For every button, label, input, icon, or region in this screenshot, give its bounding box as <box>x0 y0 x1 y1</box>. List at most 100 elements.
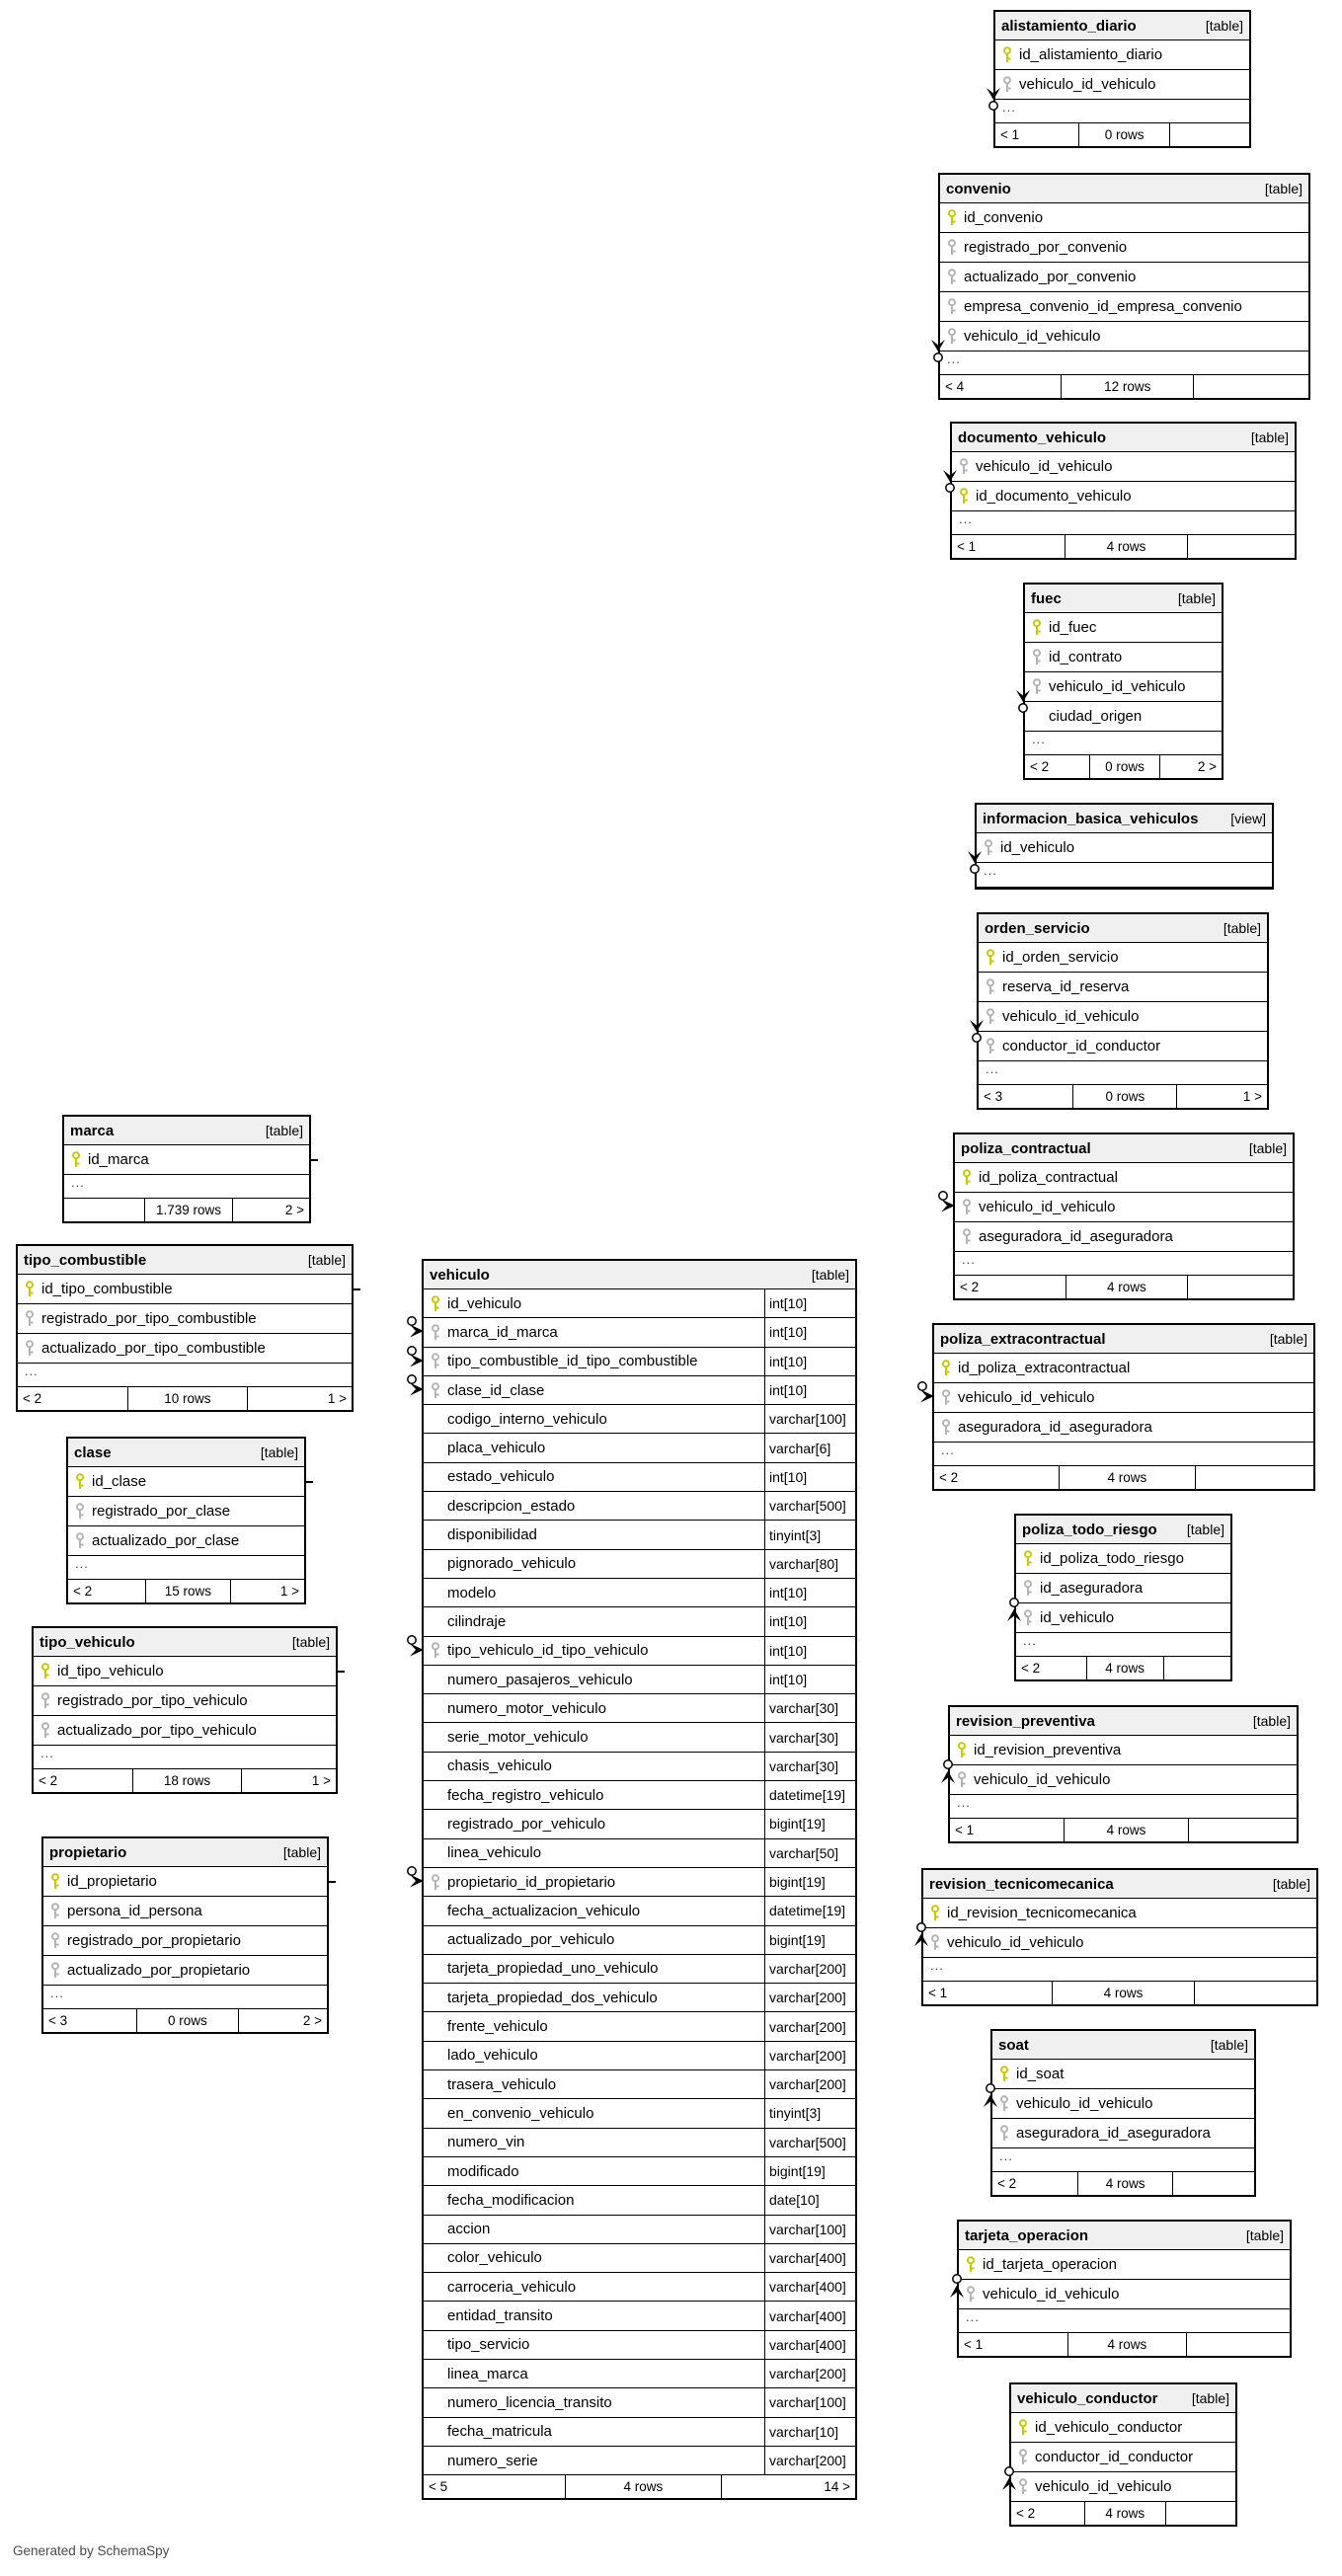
table-header[interactable]: marca [table] <box>64 1117 309 1145</box>
table-title[interactable]: tipo_combustible <box>24 1251 147 1269</box>
table-kind-badge: [table] <box>291 1634 330 1650</box>
table-header[interactable]: poliza_extracontractual [table] <box>934 1325 1313 1354</box>
table-kind-badge: [table] <box>1186 1522 1224 1537</box>
entity-revision_tecnicomecanica[interactable]: revision_tecnicomecanica [table] id_revisi… <box>914 1868 1318 2006</box>
entity-tarjeta_operacion[interactable]: tarjeta_operacion [table] id_tarjeta_opera… <box>950 2220 1292 2358</box>
entity-poliza_todo_riesgo[interactable]: poliza_todo_riesgo [table] id_poliza_todo_… <box>1007 1514 1232 1681</box>
column-name: vehiculo_id_vehiculo <box>1035 2478 1172 2495</box>
table-title[interactable]: orden_servicio <box>985 919 1090 937</box>
table-title[interactable]: vehiculo_conductor <box>1017 2389 1158 2407</box>
foreign-key-icon <box>43 1903 67 1919</box>
related-count-right: 14 > <box>824 2479 850 2495</box>
table-header[interactable]: revision_tecnicomecanica [table] <box>923 1870 1316 1899</box>
entity-poliza_extracontractual[interactable]: poliza_extracontractual [table] id_poliza_… <box>917 1323 1315 1491</box>
column-name: actualizado_por_convenio <box>964 269 1137 285</box>
table-header[interactable]: fuec [table] <box>1025 585 1222 613</box>
primary-key-icon <box>923 1905 947 1921</box>
table-header[interactable]: vehiculo [table] <box>424 1261 855 1289</box>
entity-vehiculo_conductor[interactable]: vehiculo_conductor [table] id_vehiculo_con… <box>1002 2382 1237 2527</box>
entity-alistamiento_diario[interactable]: alistamiento_diario [table] id_alistamient… <box>987 10 1251 148</box>
table-title[interactable]: revision_tecnicomecanica <box>929 1875 1114 1893</box>
table-title[interactable]: documento_vehiculo <box>958 429 1107 446</box>
column-row-id_poliza_todo_riesgo: id_poliza_todo_riesgo <box>1016 1544 1230 1574</box>
table-title[interactable]: clase <box>74 1444 112 1461</box>
table-stats-footer: 1.739 rows 2 > <box>64 1199 309 1221</box>
row-count: 4 rows <box>1085 2502 1166 2525</box>
table-title[interactable]: revision_preventiva <box>956 1712 1095 1730</box>
table-header[interactable]: vehiculo_conductor [table] <box>1011 2384 1235 2413</box>
table-header[interactable]: convenio [table] <box>940 175 1308 203</box>
entity-convenio[interactable]: convenio [table] id_convenio registrado_por… <box>931 173 1310 400</box>
entity-soat[interactable]: soat [table] id_soat vehiculo_id_vehiculo as… <box>984 2029 1256 2197</box>
foreign-key-icon <box>1025 649 1049 665</box>
entity-orden_servicio[interactable]: orden_servicio [table] id_orden_servicio re… <box>970 912 1269 1110</box>
table-header[interactable]: tipo_combustible [table] <box>18 1246 352 1275</box>
table-title[interactable]: informacion_basica_vehiculos <box>983 810 1199 827</box>
primary-key-icon <box>68 1473 92 1490</box>
entity-tipo_vehiculo[interactable]: tipo_vehiculo [table] id_tipo_vehiculo regi… <box>32 1626 345 1794</box>
entity-tipo_combustible[interactable]: tipo_combustible [table] id_tipo_combustib… <box>16 1244 360 1412</box>
table-header[interactable]: clase [table] <box>68 1439 304 1467</box>
column-name: registrado_por_clase <box>92 1503 231 1520</box>
column-row-frente_vehiculo: frente_vehiculo varchar[200] <box>424 2012 855 2042</box>
column-type: bigint[19] <box>764 1925 855 1954</box>
column-name: cilindraje <box>447 1612 507 1630</box>
foreign-key-icon <box>68 1503 92 1520</box>
entity-documento_vehiculo[interactable]: documento_vehiculo [table] vehiculo_id_veh… <box>943 422 1297 560</box>
table-header[interactable]: revision_preventiva [table] <box>950 1707 1297 1736</box>
table-title[interactable]: poliza_contractual <box>961 1139 1091 1157</box>
table-header[interactable]: alistamiento_diario [table] <box>995 12 1249 40</box>
column-row-empresa_convenio_id_empresa_convenio: empresa_convenio_id_empresa_convenio <box>940 292 1308 322</box>
table-header[interactable]: orden_servicio [table] <box>979 914 1267 943</box>
related-count-left: < 1 <box>995 123 1079 146</box>
table-title[interactable]: poliza_extracontractual <box>940 1330 1106 1348</box>
column-row-clase_id_clase: clase_id_clase int[10] <box>424 1375 855 1406</box>
column-name: actualizado_por_vehiculo <box>447 1931 615 1949</box>
relationship-connector-icon <box>917 1380 935 1407</box>
table-header[interactable]: documento_vehiculo [table] <box>952 424 1295 452</box>
table-header[interactable]: soat [table] <box>992 2031 1254 2060</box>
entity-marca[interactable]: marca [table] id_marca... 1.739 rows 2 > <box>62 1115 318 1223</box>
row-count: 0 rows <box>137 2009 240 2032</box>
table-title[interactable]: tarjeta_operacion <box>965 2226 1089 2244</box>
related-count-right: 2 > <box>284 1203 305 1217</box>
relationship-connector-icon <box>938 1190 956 1216</box>
entity-poliza_contractual[interactable]: poliza_contractual [table] id_poliza_contr… <box>938 1132 1295 1300</box>
entity-revision_preventiva[interactable]: revision_preventiva [table] id_revision_pr… <box>941 1705 1299 1843</box>
entity-propietario[interactable]: propietario [table] id_propietario persona_… <box>41 1836 336 2034</box>
related-count-left: < 2 <box>1016 1657 1087 1679</box>
table-title[interactable]: fuec <box>1031 589 1062 607</box>
table-header[interactable]: poliza_contractual [table] <box>955 1134 1293 1163</box>
table-title[interactable]: propietario <box>49 1843 127 1861</box>
table-title[interactable]: poliza_todo_riesgo <box>1022 1521 1157 1538</box>
table-title[interactable]: vehiculo <box>430 1266 490 1284</box>
table-title[interactable]: soat <box>998 2036 1029 2054</box>
column-name: id_convenio <box>964 209 1044 226</box>
column-row-id_documento_vehiculo: id_documento_vehiculo <box>952 482 1295 511</box>
column-name: vehiculo_id_vehiculo <box>1016 2095 1153 2112</box>
entity-clase[interactable]: clase [table] id_clase registrado_por_clase… <box>66 1437 313 1604</box>
column-row-numero_serie: numero_serie varchar[200] <box>424 2446 855 2476</box>
table-header[interactable]: tipo_vehiculo [table] <box>34 1628 336 1657</box>
entity-fuec[interactable]: fuec [table] id_fuec id_contrato vehiculo_id… <box>1016 583 1224 780</box>
related-count-left: < 3 <box>979 1085 1074 1108</box>
table-title[interactable]: alistamiento_diario <box>1001 17 1137 35</box>
table-title[interactable]: tipo_vehiculo <box>39 1633 135 1651</box>
column-name: numero_serie <box>447 2452 538 2469</box>
column-name: id_contrato <box>1049 649 1123 665</box>
table-header[interactable]: informacion_basica_vehiculos [view] <box>977 805 1272 833</box>
column-row-tipo_servicio: tipo_servicio varchar[400] <box>424 2330 855 2360</box>
table-title[interactable]: convenio <box>946 180 1011 197</box>
table-header[interactable]: poliza_todo_riesgo [table] <box>1016 1516 1230 1544</box>
table-header[interactable]: tarjeta_operacion [table] <box>959 2222 1290 2250</box>
column-type: int[10] <box>764 1375 855 1405</box>
table-header[interactable]: propietario [table] <box>43 1838 327 1867</box>
table-title[interactable]: marca <box>70 1122 115 1139</box>
entity-vehiculo[interactable]: vehiculo [table] id_vehiculo int[10] marca_i… <box>407 1259 857 2501</box>
column-row-vehiculo_id_vehiculo: vehiculo_id_vehiculo <box>979 1002 1267 1032</box>
entity-informacion_basica_vehiculos[interactable]: informacion_basica_vehiculos [view] id_veh… <box>968 803 1274 890</box>
